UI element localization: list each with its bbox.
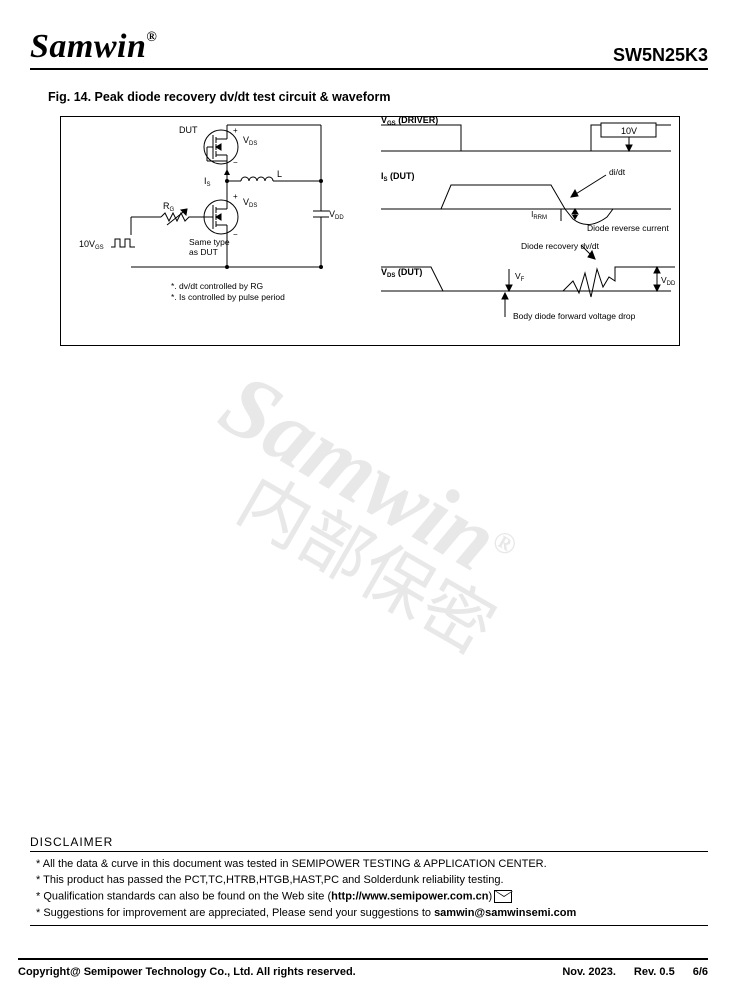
svg-text:+: +	[233, 192, 238, 201]
svg-text:as DUT: as DUT	[189, 247, 218, 257]
figure-14: + −	[60, 116, 680, 346]
logo: Samwin®	[30, 28, 157, 66]
svg-text:−: −	[233, 230, 238, 239]
lbl-vdd2: VDD	[661, 275, 676, 287]
lbl-vdd: VDD	[329, 209, 344, 221]
part-number: SW5N25K3	[613, 45, 708, 66]
lbl-vds-mid: VDS	[243, 197, 257, 209]
lbl-body: Body diode forward voltage drop	[513, 311, 636, 321]
disclaimer-item: * Suggestions for improvement are apprec…	[30, 907, 708, 919]
copyright: Copyright@ Semipower Technology Co., Ltd…	[18, 966, 356, 978]
lbl-same: Same type	[189, 237, 230, 247]
lbl-10vgs: 10VGS	[79, 239, 104, 251]
footer-meta: Nov. 2023.Rev. 0.56/6	[544, 966, 708, 978]
note1: *. dv/dt controlled by RG	[171, 281, 263, 291]
lbl-10v: 10V	[621, 126, 637, 136]
disclaimer: DISCLAIMER * All the data & curve in thi…	[30, 835, 708, 932]
note2: *. Is controlled by pulse period	[171, 292, 285, 302]
page-footer: Copyright@ Semipower Technology Co., Ltd…	[18, 958, 708, 978]
lbl-didt: di/dt	[609, 167, 626, 177]
lbl-is: IS	[204, 176, 211, 188]
lbl-l: L	[277, 169, 282, 179]
page-header: Samwin® SW5N25K3	[30, 28, 708, 70]
svg-text:+: +	[233, 126, 238, 135]
disclaimer-item: * Qualification standards can also be fo…	[30, 890, 708, 903]
figure-title: Fig. 14. Peak diode recovery dv/dt test …	[48, 90, 708, 104]
svg-text:−: −	[233, 158, 238, 167]
disclaimer-item: * This product has passed the PCT,TC,HTR…	[30, 874, 708, 886]
watermark: Samwin® 内部保密	[208, 426, 531, 610]
lbl-dut: DUT	[179, 125, 198, 135]
lbl-rg: RG	[163, 201, 175, 213]
lbl-vds-dut: VDS (DUT)	[381, 267, 422, 279]
lbl-is-dut: IS (DUT)	[381, 171, 415, 183]
lbl-vds-top: VDS	[243, 135, 257, 147]
lbl-dvdt: Diode recovery dv/dt	[521, 241, 600, 251]
lbl-diode-rev: Diode reverse current	[587, 223, 669, 233]
disclaimer-title: DISCLAIMER	[30, 835, 708, 849]
mail-icon	[494, 890, 512, 903]
lbl-irrm: IRRM	[531, 210, 547, 221]
lbl-vf: VF	[515, 271, 525, 283]
disclaimer-item: * All the data & curve in this document …	[30, 858, 708, 870]
